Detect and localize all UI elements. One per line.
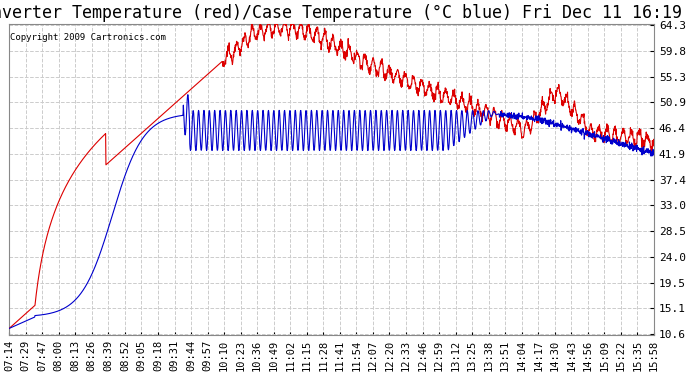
Title: Inverter Temperature (red)/Case Temperature (°C blue) Fri Dec 11 16:19: Inverter Temperature (red)/Case Temperat… bbox=[0, 4, 682, 22]
Text: Copyright 2009 Cartronics.com: Copyright 2009 Cartronics.com bbox=[10, 33, 166, 42]
